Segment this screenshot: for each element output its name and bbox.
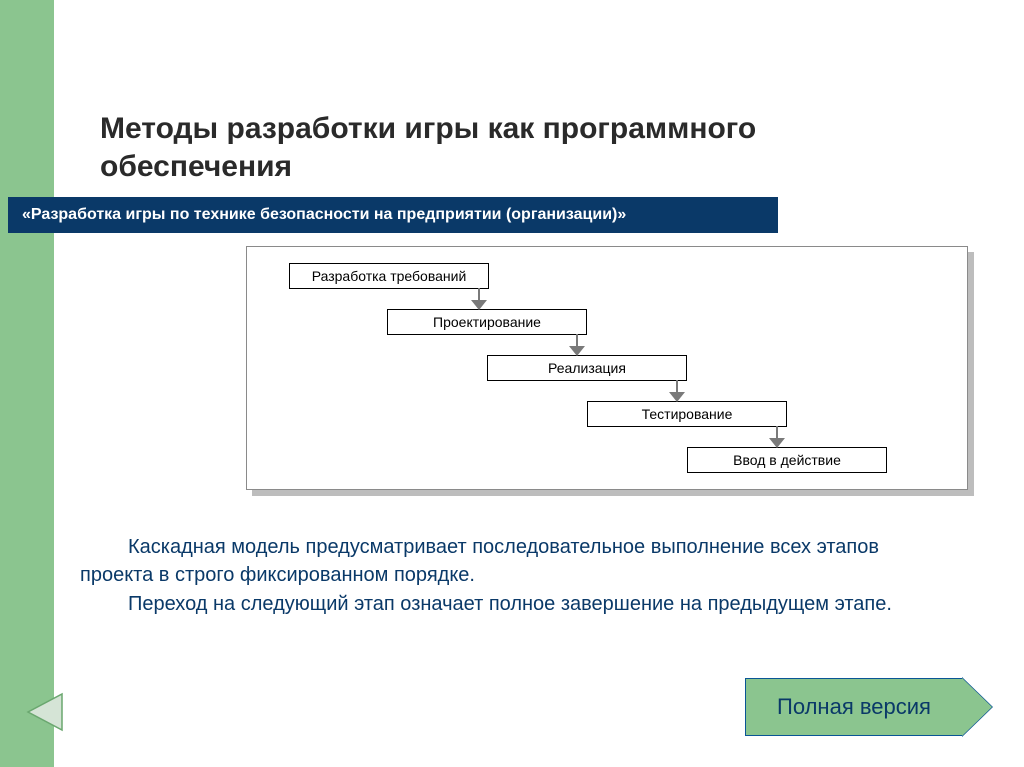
stage-label: Реализация: [548, 360, 626, 376]
stage-box-3: Реализация: [487, 355, 687, 381]
waterfall-diagram: Разработка требований Проектирование Реали…: [246, 246, 972, 494]
full-version-label: Полная версия: [777, 694, 931, 720]
stage-label: Ввод в действие: [733, 452, 841, 468]
stage-box-4: Тестирование: [587, 401, 787, 427]
arrow-down-icon: [769, 426, 785, 448]
button-body: Полная версия: [745, 678, 963, 736]
page-title: Методы разработки игры как программного …: [100, 110, 860, 185]
description-text: Каскадная модель предусматривает последо…: [80, 534, 950, 621]
body-paragraph-2: Переход на следующий этап означает полно…: [80, 591, 950, 619]
subtitle-banner: «Разработка игры по технике безопасности…: [8, 197, 778, 233]
arrow-down-icon: [471, 288, 487, 310]
stage-box-5: Ввод в действие: [687, 447, 887, 473]
arrow-down-icon: [569, 334, 585, 356]
full-version-button[interactable]: Полная версия: [745, 678, 993, 736]
body-paragraph-1: Каскадная модель предусматривает последо…: [80, 534, 950, 589]
diagram-panel: Разработка требований Проектирование Реали…: [246, 246, 968, 490]
stage-label: Тестирование: [642, 406, 733, 422]
nav-back-button[interactable]: [22, 690, 66, 739]
stage-box-1: Разработка требований: [289, 263, 489, 289]
subtitle-text: «Разработка игры по технике безопасности…: [22, 206, 626, 224]
stage-label: Разработка требований: [312, 268, 467, 284]
arrow-down-icon: [669, 380, 685, 402]
triangle-left-icon: [22, 690, 66, 734]
stage-box-2: Проектирование: [387, 309, 587, 335]
left-accent-bar: [0, 0, 54, 767]
button-arrow-icon: [962, 678, 992, 736]
stage-label: Проектирование: [433, 314, 541, 330]
